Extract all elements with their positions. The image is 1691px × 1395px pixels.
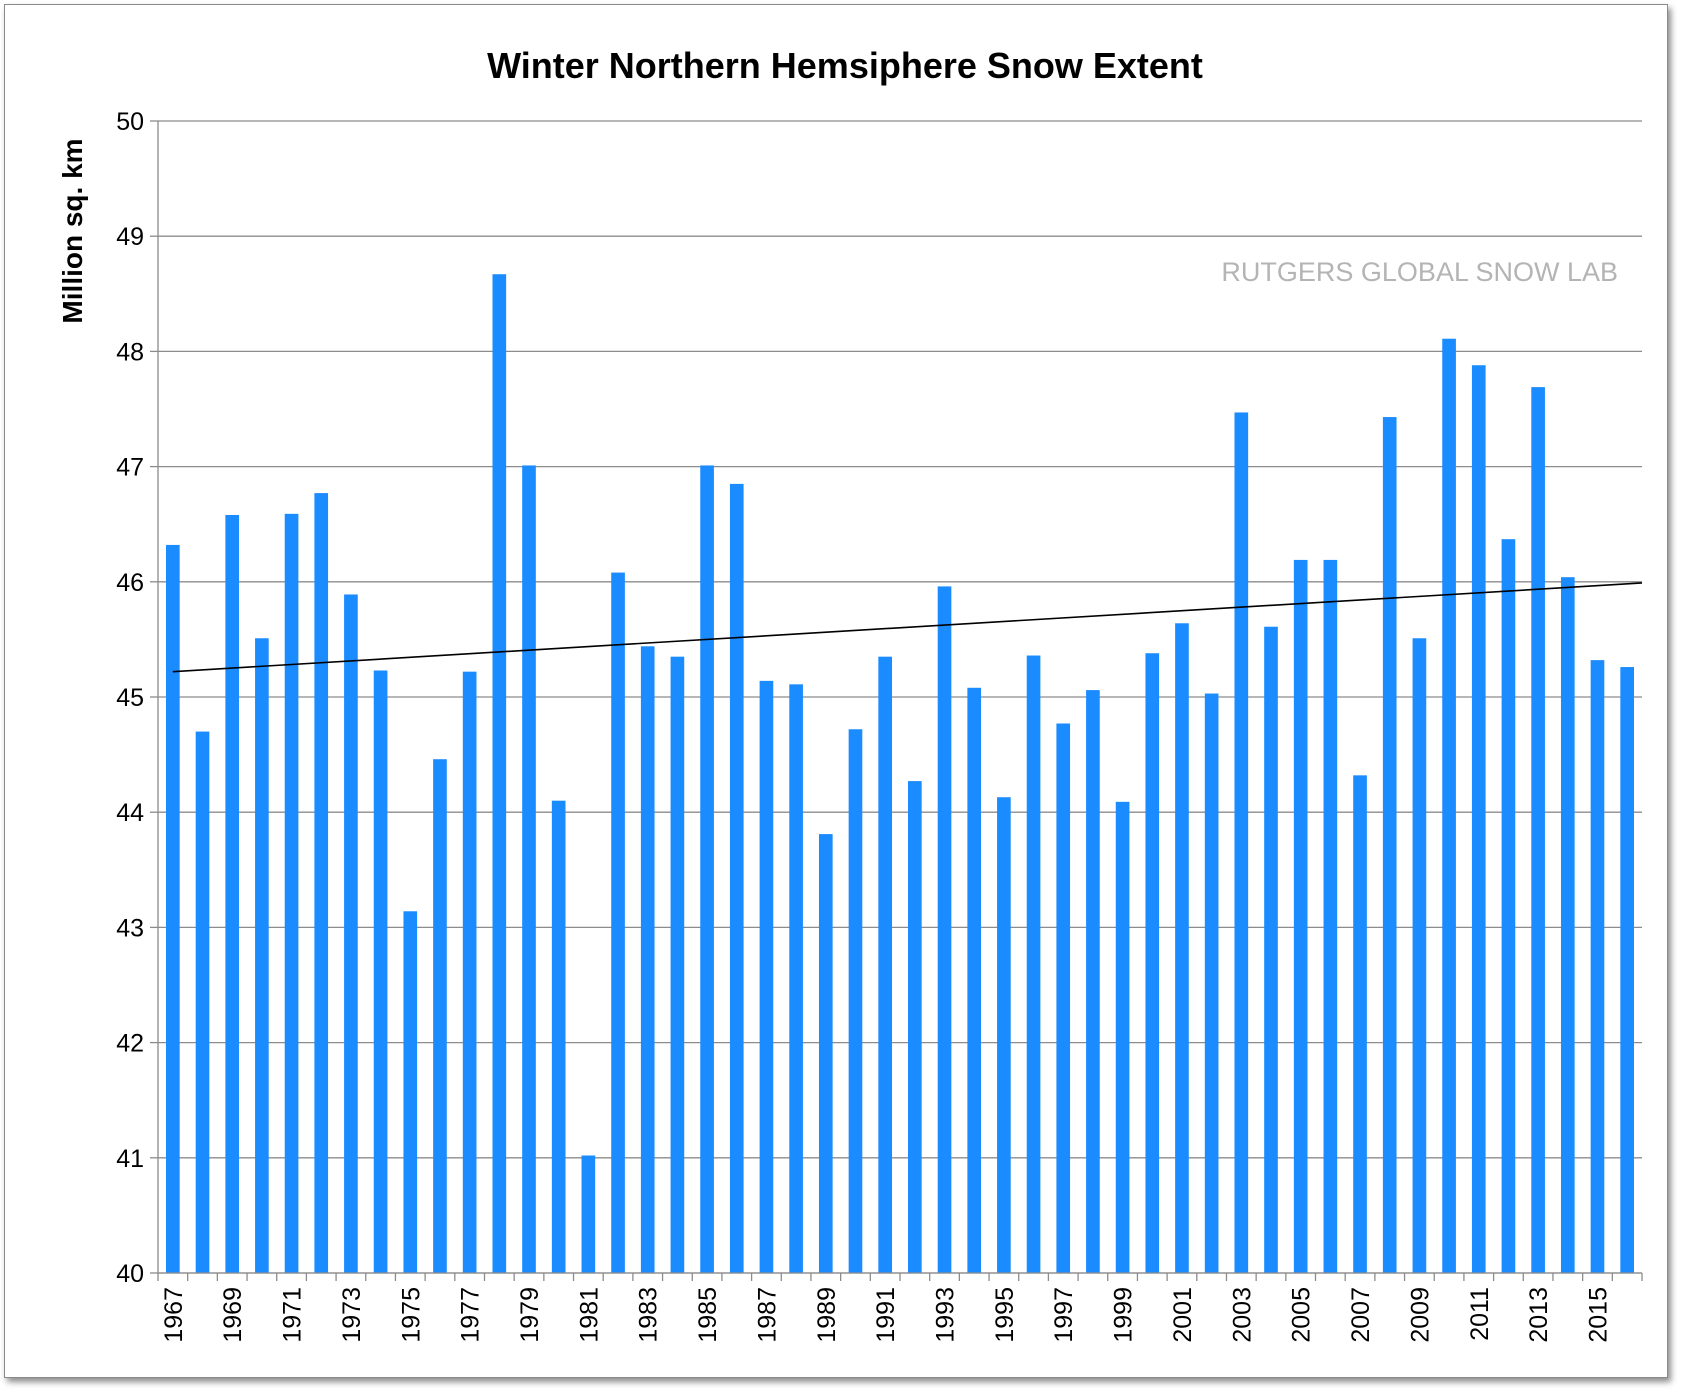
x-tick-label: 1989	[813, 1287, 841, 1343]
x-tick-label: 1983	[635, 1287, 663, 1343]
bar-1977	[462, 671, 477, 1273]
x-tick-label: 1969	[219, 1287, 247, 1343]
bar-2000	[1145, 653, 1160, 1273]
x-tick-label: 1993	[932, 1287, 960, 1343]
trendline	[172, 582, 1643, 673]
x-tick-label: 1997	[1050, 1287, 1078, 1343]
bar-1982	[611, 572, 625, 1273]
y-tick-label: 47	[116, 454, 144, 482]
bar-1975	[403, 911, 418, 1273]
bar-1970	[255, 638, 269, 1273]
x-tick-label: 1981	[575, 1287, 603, 1343]
x-tick-label: 2011	[1466, 1287, 1494, 1341]
bar-1987	[759, 680, 774, 1273]
y-tick-label: 46	[116, 569, 144, 597]
x-tick-label: 2001	[1169, 1287, 1197, 1343]
bar-2016	[1620, 667, 1634, 1273]
x-tick-label: 1977	[457, 1287, 485, 1343]
bar-1992	[908, 781, 922, 1273]
bar-1969	[225, 514, 240, 1273]
x-tick-label: 2005	[1288, 1287, 1316, 1343]
chart-title: Winter Northern Hemsiphere Snow Extent	[487, 45, 1203, 86]
bar-1988	[789, 684, 803, 1273]
bar-2014	[1560, 577, 1575, 1273]
x-tick-label: 1985	[694, 1287, 722, 1343]
bar-1983	[640, 646, 655, 1273]
bar-1978	[492, 274, 507, 1273]
bar-1990	[848, 729, 863, 1273]
bar-1997	[1056, 723, 1071, 1273]
x-tick-label: 2015	[1584, 1287, 1612, 1343]
x-tick-label: 1967	[160, 1287, 188, 1343]
x-tick-label: 1987	[753, 1287, 781, 1343]
y-tick-label: 45	[116, 684, 144, 712]
x-tick-label: 2007	[1347, 1287, 1375, 1343]
y-tick-label: 41	[116, 1145, 144, 1173]
bar-1974	[373, 670, 388, 1273]
bar-1980	[551, 800, 566, 1273]
bar-2001	[1175, 623, 1189, 1273]
x-tick-label: 1973	[338, 1287, 366, 1343]
bar-1989	[818, 834, 833, 1273]
bar-1968	[195, 731, 210, 1273]
y-tick-label: 48	[116, 338, 144, 366]
bar-2007	[1353, 775, 1367, 1273]
bar-1994	[967, 687, 982, 1273]
bar-1967	[166, 544, 180, 1273]
bar-1984	[670, 656, 685, 1273]
bar-2002	[1204, 693, 1219, 1273]
x-tick-label: 1979	[516, 1287, 544, 1343]
bar-1996	[1026, 655, 1041, 1273]
y-tick-label: 43	[116, 914, 144, 942]
bar-2003	[1234, 412, 1249, 1273]
bar-2012	[1501, 539, 1516, 1273]
y-axis-label: Million sq. km	[57, 138, 88, 323]
y-tick-label: 40	[116, 1260, 144, 1288]
bar-1971	[284, 513, 299, 1273]
bar-2008	[1382, 417, 1397, 1274]
bar-1991	[878, 656, 892, 1273]
bar-1986	[729, 483, 744, 1273]
x-tick-label: 1971	[279, 1287, 307, 1343]
bar-1993	[937, 586, 952, 1273]
bars	[166, 274, 1634, 1274]
snow-extent-chart: 40 41 42 43 44 45 46 47 48 49 50 1967 1969 1971 1973 19…	[57, 45, 1643, 1343]
bar-1995	[997, 797, 1011, 1273]
chart-frame: 40 41 42 43 44 45 46 47 48 49 50 1967 1969 1971 1973 19…	[4, 4, 1668, 1378]
bar-1976	[433, 759, 447, 1273]
bar-1998	[1086, 690, 1100, 1273]
bar-1985	[700, 465, 714, 1273]
y-tick-label: 44	[116, 799, 144, 827]
bar-1981	[581, 1155, 596, 1273]
x-tick-label: 1991	[872, 1287, 900, 1343]
bar-2015	[1590, 660, 1605, 1273]
x-tick-label: 2009	[1406, 1287, 1434, 1343]
bar-1999	[1115, 801, 1130, 1273]
x-tick-label: 1999	[1110, 1287, 1138, 1343]
bar-2006	[1323, 559, 1338, 1273]
watermark: RUTGERS GLOBAL SNOW LAB	[1221, 257, 1618, 287]
y-tick-label: 42	[116, 1030, 144, 1058]
bar-1979	[522, 465, 536, 1273]
bar-2005	[1293, 559, 1308, 1273]
bar-2010	[1442, 338, 1456, 1273]
bar-2004	[1264, 626, 1278, 1273]
x-tick-label: 2013	[1525, 1287, 1553, 1343]
bar-1972	[314, 493, 329, 1273]
x-tick-label: 1975	[397, 1287, 425, 1343]
y-tick-label: 50	[116, 108, 144, 136]
bar-1973	[344, 594, 358, 1273]
x-tick-label: 1995	[991, 1287, 1019, 1343]
bar-2011	[1471, 365, 1486, 1273]
bar-2009	[1412, 638, 1427, 1273]
x-tick-label: 2003	[1228, 1287, 1256, 1343]
y-tick-label: 49	[116, 223, 144, 251]
bar-2013	[1531, 387, 1545, 1273]
axes: 40 41 42 43 44 45 46 47 48 49 50 1967 1969 1971 1973 19…	[116, 108, 1643, 1343]
linear-trendline	[172, 582, 1643, 673]
